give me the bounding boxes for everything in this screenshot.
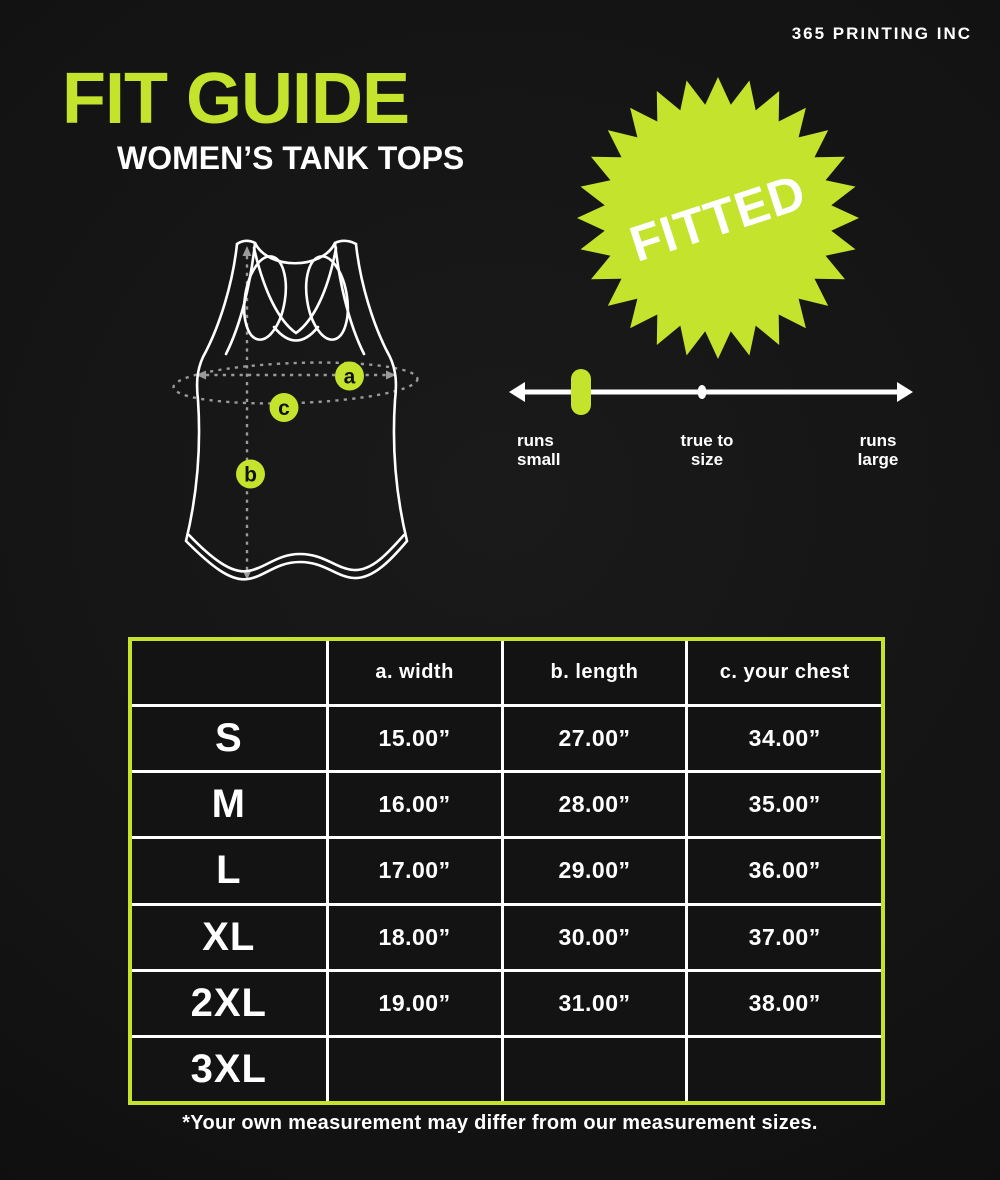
cell-xl-width: 18.00”	[328, 905, 501, 969]
tank-top-diagram: a c b	[172, 239, 419, 581]
cell-3xl-chest	[688, 1037, 881, 1101]
cell-m-width: 16.00”	[328, 773, 501, 837]
point-b-label: b	[244, 464, 257, 487]
starburst-icon	[577, 77, 859, 359]
col-header-width: a. width	[328, 641, 501, 705]
point-c-label: c	[278, 397, 290, 420]
back-neckline	[253, 241, 337, 265]
point-c-marker	[269, 393, 299, 422]
left-strap-top	[235, 239, 257, 246]
cell-s-width: 15.00”	[328, 707, 501, 771]
cell-3xl-length	[503, 1037, 686, 1101]
front-neckline	[272, 325, 320, 342]
tank-silhouette	[184, 242, 409, 581]
cell-xl-chest: 37.00”	[688, 905, 881, 969]
scale-label-runs-small: runs small	[517, 431, 561, 469]
racerback-center-seam	[252, 246, 338, 335]
cell-s-chest: 34.00”	[688, 707, 881, 771]
page-subtitle: WOMEN’S TANK TOPS	[117, 140, 465, 176]
arrow-up-icon	[242, 246, 252, 256]
scale-arrow-right-icon	[897, 382, 913, 402]
cell-m-chest: 35.00”	[688, 773, 881, 837]
cell-s-length: 27.00”	[503, 707, 686, 771]
col-header-size	[132, 641, 326, 705]
arrow-right-icon	[386, 370, 396, 380]
cell-2xl-chest: 38.00”	[688, 971, 881, 1035]
size-label-xl: XL	[132, 905, 326, 969]
true-to-size-dot	[697, 385, 707, 399]
right-strap-inner-edge	[333, 241, 366, 356]
brand-name: 365 PRINTING INC	[791, 24, 972, 43]
cell-2xl-width: 19.00”	[328, 971, 501, 1035]
cell-l-width: 17.00”	[328, 839, 501, 903]
cell-l-length: 29.00”	[503, 839, 686, 903]
scale-label-true-to-size: true to size	[680, 431, 734, 469]
scale-label-runs-large: runs large	[857, 431, 899, 469]
fitted-badge: FITTED	[573, 73, 863, 363]
size-label-m: M	[132, 773, 326, 837]
cell-2xl-length: 31.00”	[503, 971, 686, 1035]
tank-outline	[184, 239, 409, 581]
cell-l-chest: 36.00”	[688, 839, 881, 903]
right-strap-top	[333, 239, 358, 246]
size-label-l: L	[132, 839, 326, 903]
size-label-3xl: 3XL	[132, 1037, 326, 1101]
left-strap-inner-edge	[224, 241, 257, 356]
measurement-points: a c b	[236, 361, 364, 489]
size-label-2xl: 2XL	[132, 971, 326, 1035]
point-b-marker	[236, 459, 265, 489]
point-a-label: a	[344, 366, 356, 389]
footnote: *Your own measurement may differ from ou…	[182, 1112, 818, 1134]
hem-inner-line	[187, 533, 406, 573]
fit-scale	[509, 369, 913, 415]
fitted-badge-star	[577, 77, 859, 359]
scale-arrow	[509, 382, 913, 402]
size-table: a. width b. length c. your chest S 15.00…	[128, 637, 885, 1105]
size-label-s: S	[132, 707, 326, 771]
fit-position-marker	[571, 369, 591, 415]
col-header-length: b. length	[503, 641, 686, 705]
arrow-left-icon	[196, 370, 206, 380]
scale-arrow-left-icon	[509, 382, 525, 402]
left-armhole	[242, 255, 288, 341]
cell-3xl-width	[328, 1037, 501, 1101]
page-title: FIT GUIDE	[62, 59, 410, 139]
cell-xl-length: 30.00”	[503, 905, 686, 969]
right-armhole	[304, 255, 350, 341]
point-a-marker	[335, 361, 364, 391]
col-header-chest: c. your chest	[688, 641, 881, 705]
cell-m-length: 28.00”	[503, 773, 686, 837]
